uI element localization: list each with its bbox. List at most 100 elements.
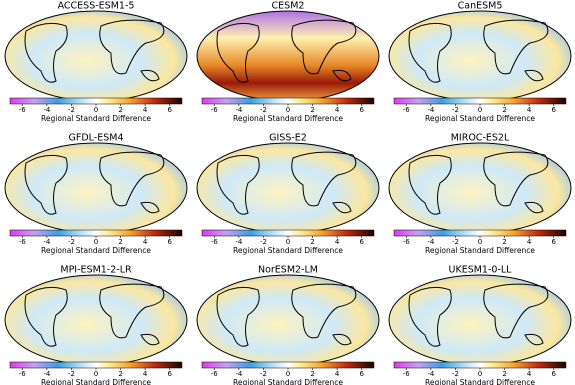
panel-title: UKESM1-0-LL — [449, 265, 513, 276]
colorbar-tick-label: -4 — [43, 106, 51, 114]
colorbar-tick-label: 0 — [94, 370, 98, 378]
colorbar-label: Regional Standard Difference — [425, 246, 535, 255]
colorbar-tick-label: 6 — [167, 238, 172, 246]
colorbar-tick-label: -2 — [68, 238, 75, 246]
colorbar-tick-label: -6 — [403, 106, 411, 114]
colorbar-tick-label: 4 — [143, 370, 148, 378]
map — [4, 10, 188, 102]
colorbar-tick-label: 2 — [502, 370, 506, 378]
colorbar-tick-label: 6 — [551, 370, 556, 378]
colorbar-tick-label: 0 — [478, 238, 482, 246]
coastline — [24, 151, 165, 215]
colorbar-label: Regional Standard Difference — [41, 246, 151, 255]
colorbar-tick-label: 0 — [94, 106, 98, 114]
map — [196, 274, 380, 366]
colorbar-tick-label: 0 — [286, 370, 290, 378]
colorbar-tick-label: -4 — [235, 106, 243, 114]
colorbar-tick-label: -4 — [43, 238, 51, 246]
colorbar-tick-label: -6 — [403, 370, 411, 378]
colorbar — [201, 361, 375, 369]
colorbar-label: Regional Standard Difference — [41, 114, 151, 123]
colorbar — [393, 97, 567, 105]
colorbar-tick-label: 0 — [478, 370, 482, 378]
map — [4, 274, 188, 366]
colorbar-tick-label: -6 — [19, 106, 27, 114]
colorbar-tick-label: 4 — [335, 238, 340, 246]
colorbar-tick-label: -2 — [68, 370, 75, 378]
colorbar-tick-label: -2 — [260, 106, 267, 114]
colorbar-tick-label: -4 — [427, 106, 435, 114]
colorbar — [9, 361, 183, 369]
panel-title: CanESM5 — [458, 1, 503, 12]
colorbar-tick-label: 4 — [527, 238, 532, 246]
colorbar-tick-label: -4 — [43, 370, 51, 378]
colorbar-tick-label: 6 — [167, 106, 172, 114]
colorbar-tick-label: -2 — [260, 370, 267, 378]
colorbar-tick-label: 2 — [310, 106, 314, 114]
colorbar-tick-label: -6 — [19, 238, 27, 246]
colorbar-tick-label: 4 — [527, 106, 532, 114]
coastline — [216, 19, 357, 83]
colorbar-tick-label: 6 — [359, 238, 364, 246]
colorbar-label: Regional Standard Difference — [425, 378, 535, 385]
panel-title: MPI-ESM1-2-LR — [60, 265, 132, 276]
colorbar-tick-label: -2 — [68, 106, 75, 114]
map — [196, 142, 380, 234]
colorbar-tick-label: -4 — [235, 238, 243, 246]
panel-title: GISS-E2 — [269, 133, 307, 144]
map-panel: CESM2 -6 -4 -2 0 2 4 6 Regional Standard Differe… — [196, 1, 380, 123]
colorbar-label: Regional Standard Difference — [41, 378, 151, 385]
colorbar-tick-label: 0 — [286, 106, 290, 114]
colorbar-tick-label: 4 — [143, 106, 148, 114]
colorbar-tick-label: -6 — [211, 238, 219, 246]
coastline — [216, 151, 357, 215]
colorbar-label: Regional Standard Difference — [233, 246, 343, 255]
colorbar-tick-label: -4 — [427, 370, 435, 378]
colorbar — [9, 229, 183, 237]
map-panel: CanESM5 -6 -4 -2 0 2 4 6 Regional Standard Diffe… — [388, 1, 572, 123]
map-panel: GISS-E2 -6 -4 -2 0 2 4 6 Regional Standard Diffe… — [196, 133, 380, 255]
colorbar-tick-label: 0 — [286, 238, 290, 246]
colorbar — [201, 97, 375, 105]
colorbar-tick-label: 2 — [502, 238, 506, 246]
colorbar — [201, 229, 375, 237]
colorbar-tick-label: -4 — [235, 370, 243, 378]
colorbar-tick-label: -2 — [452, 106, 459, 114]
colorbar-tick-label: 2 — [310, 370, 314, 378]
colorbar-tick-label: 4 — [527, 370, 532, 378]
colorbar-tick-label: 2 — [118, 106, 122, 114]
colorbar-tick-label: 6 — [359, 106, 364, 114]
map — [388, 142, 572, 234]
map-panel: UKESM1-0-LL -6 -4 -2 0 2 4 6 Regional Standard D… — [388, 265, 572, 385]
colorbar-tick-label: -6 — [211, 370, 219, 378]
colorbar — [393, 361, 567, 369]
map — [4, 142, 188, 234]
colorbar-tick-label: 6 — [167, 370, 172, 378]
colorbar-tick-label: -6 — [19, 370, 27, 378]
colorbar-label: Regional Standard Difference — [233, 114, 343, 123]
coastline — [408, 151, 549, 215]
colorbar-tick-label: -2 — [452, 238, 459, 246]
colorbar-tick-label: 0 — [94, 238, 98, 246]
colorbar-tick-label: 0 — [478, 106, 482, 114]
map-panel: MPI-ESM1-2-LR -6 -4 -2 0 2 4 6 Regional Standard… — [4, 265, 188, 385]
coastline — [408, 19, 549, 83]
colorbar-tick-label: -4 — [427, 238, 435, 246]
colorbar-tick-label: 6 — [359, 370, 364, 378]
coastline — [216, 283, 357, 347]
colorbar-tick-label: 2 — [310, 238, 314, 246]
coastline — [24, 19, 165, 83]
map — [196, 10, 380, 102]
colorbar-tick-label: 4 — [335, 106, 340, 114]
colorbar-label: Regional Standard Difference — [233, 378, 343, 385]
coastline — [408, 283, 549, 347]
colorbar-tick-label: 4 — [335, 370, 340, 378]
map — [388, 10, 572, 102]
colorbar — [9, 97, 183, 105]
panel-title: CESM2 — [272, 1, 305, 12]
colorbar-tick-label: 2 — [118, 370, 122, 378]
colorbar-tick-label: -6 — [403, 238, 411, 246]
map-panel: NorESM2-LM -6 -4 -2 0 2 4 6 Regional Standard Di… — [196, 265, 380, 385]
colorbar-tick-label: 6 — [551, 238, 556, 246]
